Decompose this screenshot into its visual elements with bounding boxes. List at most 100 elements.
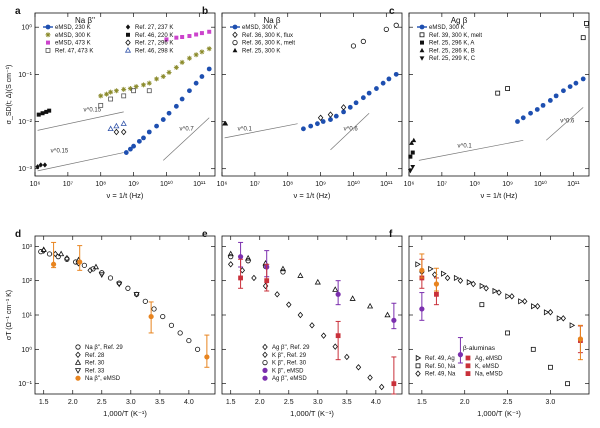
series <box>227 261 385 391</box>
data-point <box>36 112 41 117</box>
x-tick-label: 10¹⁰ <box>160 180 173 188</box>
data-point <box>107 125 114 132</box>
data-point <box>173 64 179 70</box>
y-axis-label: σ_SD(t; Δ)(S cm⁻¹) <box>6 65 13 125</box>
data-point <box>223 121 229 126</box>
x-axis: 1.5 2.0 2.5 3.0 3.5 4.0 1,000/T (K⁻¹) <box>39 236 194 418</box>
annotation: ν^0.6 <box>344 126 359 132</box>
data-point <box>515 119 520 124</box>
series <box>222 121 229 126</box>
panel-letter: c <box>389 6 395 17</box>
legend-label: eMSD, 300 K <box>429 25 465 31</box>
data-point <box>44 109 49 114</box>
data-point <box>206 66 212 72</box>
legend-label: Ref. 30 <box>85 361 105 367</box>
data-point <box>355 364 362 371</box>
data-point <box>561 88 566 94</box>
data-point <box>483 285 489 292</box>
x-axis: 10⁶ 10⁷ 10⁸ 10⁹ 10¹⁰ 10¹¹ ν = 1/t (Hz) <box>404 13 580 200</box>
data-point <box>528 110 533 116</box>
legend-marker <box>419 24 425 30</box>
x-axis-label: ν = 1/t (Hz) <box>481 191 518 200</box>
data-point <box>180 34 185 39</box>
data-point <box>520 115 526 121</box>
x-tick-label: 10⁶ <box>404 181 415 188</box>
data-point <box>297 272 304 278</box>
legend-marker <box>75 344 81 350</box>
data-point <box>193 52 199 58</box>
legend-label: Ref. 39, 300 K, melt <box>429 33 482 39</box>
legend-title: β-aluminas <box>463 345 496 352</box>
legend-marker <box>125 24 131 30</box>
data-point <box>81 262 87 268</box>
series <box>227 250 391 318</box>
legend-marker <box>262 359 268 366</box>
x-tick-label: 1.5 <box>226 399 236 406</box>
data-point <box>279 265 287 272</box>
data-point <box>419 306 425 312</box>
data-point <box>108 96 114 102</box>
data-point <box>335 333 341 339</box>
x-tick-label: 10⁶ <box>30 181 41 188</box>
data-point <box>131 88 136 94</box>
data-point <box>380 80 386 86</box>
legend-label: Ref. 50, Na <box>425 364 456 370</box>
plot-frame <box>221 12 403 177</box>
series <box>419 268 567 322</box>
x-tick-label: 4.0 <box>184 399 194 406</box>
annotation: ν^0.7 <box>180 126 195 132</box>
series <box>419 253 584 361</box>
annotation: ν^0.15 <box>51 149 69 155</box>
x-axis-label: 1,000/T (K⁻¹) <box>290 409 334 418</box>
data-point <box>453 274 460 282</box>
data-point <box>146 129 152 135</box>
legend-marker <box>124 47 132 53</box>
data-point <box>264 278 270 284</box>
series <box>107 120 127 132</box>
data-point <box>168 322 175 328</box>
legend-label: Ref. 25, 286 K, B <box>429 48 475 54</box>
x-tick-label: 10⁸ <box>469 181 480 188</box>
legend-marker <box>465 371 471 376</box>
data-point <box>492 287 499 295</box>
data-point <box>274 291 280 298</box>
data-point <box>444 274 451 282</box>
data-point <box>434 291 439 297</box>
data-point <box>495 90 501 96</box>
legend: β-aluminas Ref. 49, Ag Ref. 50, Na Ref. 49,… <box>415 345 503 378</box>
series <box>50 241 210 368</box>
legend: Ag β'', Ref. 29 K β'', Ref. 29 K β'', Ref.… <box>262 343 310 382</box>
x-tick-label: 1.5 <box>417 399 427 406</box>
data-point <box>87 267 93 274</box>
data-point <box>194 32 199 37</box>
legend-label: Na β'', Ref. 29 <box>85 345 123 351</box>
legend-marker <box>419 47 425 53</box>
data-point <box>548 364 553 370</box>
series <box>98 46 212 99</box>
series <box>237 241 397 330</box>
data-point <box>349 295 356 301</box>
data-point <box>154 76 160 82</box>
legend-marker <box>419 32 425 38</box>
x-tick-label: 10⁷ <box>63 181 74 188</box>
data-point <box>142 298 148 304</box>
data-point <box>136 138 142 144</box>
data-point <box>227 261 234 268</box>
legend-marker <box>465 363 471 369</box>
data-point <box>580 35 586 41</box>
data-point <box>113 122 120 129</box>
legend-marker <box>262 343 268 351</box>
data-point <box>411 137 417 143</box>
data-point <box>569 322 576 329</box>
data-point <box>360 95 366 101</box>
series <box>38 249 201 352</box>
data-point <box>344 353 350 361</box>
panel-letter: e <box>202 229 208 240</box>
y-tick-label: 10⁻² <box>18 119 32 126</box>
data-point <box>207 29 212 34</box>
data-point <box>177 330 183 336</box>
data-point <box>227 250 234 257</box>
